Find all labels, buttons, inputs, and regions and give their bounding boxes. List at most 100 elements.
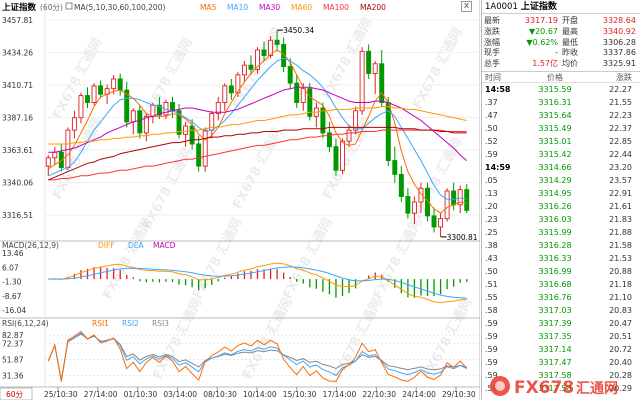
tick-row[interactable]: .13 3314.95 22.91 — [482, 187, 640, 200]
watermark-text: FX678 汇通网 — [279, 215, 335, 302]
candle-body — [130, 110, 136, 123]
tick-change: 22.44 — [609, 149, 632, 159]
quote-label: 昨收 — [562, 48, 578, 58]
tick-time: .59 — [485, 370, 498, 380]
ma-legend-item: MA60 — [291, 3, 312, 12]
tick-row[interactable]: 14:59 3314.66 23.20 — [482, 161, 640, 174]
tick-price: 3317.03 — [538, 305, 572, 315]
candle-body — [281, 43, 287, 67]
tick-price: 3314.66 — [538, 162, 572, 172]
tick-price: 3317.14 — [538, 344, 572, 354]
chart-period: (60分) — [40, 3, 63, 12]
chart-area[interactable]: FX678 汇通网 FX678 汇通网 FX678 汇通网 FX678 汇通网 FX67… — [0, 0, 481, 400]
candle-body — [71, 117, 77, 131]
tick-change: 21.18 — [609, 279, 632, 289]
x-tick-label: 15/10:30 — [283, 390, 317, 399]
tick-price: 3316.03 — [538, 214, 572, 224]
tick-row[interactable]: .47 3315.64 22.23 — [482, 109, 640, 122]
macd-legend-item: DEA — [128, 241, 145, 250]
ma10-line — [48, 57, 467, 200]
candle-body — [333, 146, 339, 171]
tick-time: .58 — [485, 305, 498, 315]
macd-tick-label: 13.46 — [2, 249, 24, 258]
tick-price: 3315.49 — [538, 123, 572, 133]
quote-value: 3328.64 — [602, 16, 636, 25]
tick-row[interactable]: .23 3316.03 21.83 — [482, 213, 640, 226]
x-tick-label: 25/10:30 — [44, 390, 78, 399]
ticks-header-change: 涨跌 — [616, 72, 632, 82]
tick-row[interactable]: 14:58 3315.59 22.27 — [482, 83, 640, 96]
watermark-text: FX678 汇通网 — [329, 295, 385, 382]
tick-time: .47 — [485, 110, 498, 120]
tick-row[interactable]: .43 3316.33 21.53 — [482, 252, 640, 265]
tick-price: 3317.58 — [538, 370, 572, 380]
tick-row[interactable]: .59 3317.35 20.51 — [482, 330, 640, 343]
candle-body — [326, 132, 332, 148]
candle-body — [124, 89, 130, 123]
ma-legend-item: MA5 — [200, 3, 217, 12]
ma-checkbox — [65, 2, 73, 10]
candle-body — [340, 140, 345, 171]
high-annotation: 3450.34 — [283, 26, 314, 35]
chart-svg[interactable]: FX678 汇通网 FX678 汇通网 FX678 汇通网 FX678 汇通网 FX67… — [0, 0, 481, 400]
candle-body — [150, 104, 156, 117]
tick-row[interactable]: .50 3316.99 20.88 — [482, 265, 640, 278]
tick-time: .50 — [485, 266, 498, 276]
tick-change: 22.85 — [609, 136, 632, 146]
tick-change: 20.28 — [609, 370, 632, 380]
tick-change: 20.83 — [609, 305, 632, 315]
tick-change: 22.27 — [609, 84, 632, 94]
candle-body — [111, 78, 117, 90]
candle-body — [183, 125, 189, 135]
quote-value: 3317.19 — [524, 16, 558, 25]
tick-row[interactable]: .50 3315.49 22.37 — [482, 122, 640, 135]
candle-body — [202, 129, 208, 167]
tick-row[interactable]: .05 3314.29 23.57 — [482, 174, 640, 187]
quote-value: - — [555, 48, 558, 58]
candle-body — [215, 102, 221, 115]
tick-row[interactable]: .58 3317.03 20.83 — [482, 304, 640, 317]
tick-row[interactable]: .59 3317.39 20.47 — [482, 317, 640, 330]
tick-row[interactable]: .59 3317.14 20.72 — [482, 343, 640, 356]
tick-row[interactable]: .59 3317.47 20.40 — [482, 356, 640, 369]
tick-change: 20.29 — [609, 383, 632, 393]
tick-time: .43 — [485, 253, 498, 263]
ma-label: MA(5,10,30,60,100,200) — [74, 3, 165, 12]
candle-body — [372, 63, 378, 74]
tick-time: .38 — [485, 240, 498, 250]
tick-row[interactable]: .38 3316.28 21.58 — [482, 239, 640, 252]
candle-body — [300, 88, 306, 103]
tick-price: 3315.42 — [538, 149, 572, 159]
ma-legend-item: MA30 — [259, 3, 280, 12]
candle-body — [78, 95, 84, 119]
close-button[interactable]: x — [461, 1, 472, 12]
tick-price: 3317.47 — [538, 357, 572, 367]
tick-row[interactable]: .59 3317.58 20.28 — [482, 369, 640, 382]
price-tick-label: 3363.61 — [2, 146, 33, 155]
tick-price: 3315.64 — [538, 110, 572, 120]
tick-row[interactable]: .37 3316.31 21.55 — [482, 96, 640, 109]
tick-row[interactable]: .25 3315.99 21.88 — [482, 226, 640, 239]
candle-body — [45, 157, 51, 167]
candle-body — [248, 64, 254, 70]
tick-change: 23.20 — [609, 162, 632, 172]
brand-logo: FX678 汇通网 — [490, 376, 618, 398]
ticks-list[interactable]: 14:58 3315.59 22.27 .37 3316.31 21.55 .47 3315.… — [482, 83, 640, 395]
ticks-header: 时间 价格 涨跌 — [482, 72, 640, 83]
tick-change: 23.57 — [609, 175, 632, 185]
candle-body — [464, 189, 470, 211]
tick-row[interactable]: .59 3315.42 22.44 — [482, 148, 640, 161]
rsi-legend-item: RSI1 — [92, 319, 109, 328]
tick-row[interactable]: .55 3316.76 21.10 — [482, 291, 640, 304]
tick-price: 3316.99 — [538, 266, 572, 276]
candle-body — [366, 50, 372, 74]
low-annotation: 3300.81 — [447, 233, 478, 242]
tick-time: 14:58 — [485, 84, 511, 94]
tick-row[interactable]: .20 3316.26 21.61 — [482, 200, 640, 213]
tick-row[interactable]: .51 3316.68 21.18 — [482, 278, 640, 291]
tick-time: .59 — [485, 357, 498, 367]
x-tick-label: 17/14:00 — [323, 390, 357, 399]
tick-row[interactable]: .52 3315.01 22.85 — [482, 135, 640, 148]
candle-body — [268, 39, 274, 56]
candle-body — [235, 74, 241, 94]
